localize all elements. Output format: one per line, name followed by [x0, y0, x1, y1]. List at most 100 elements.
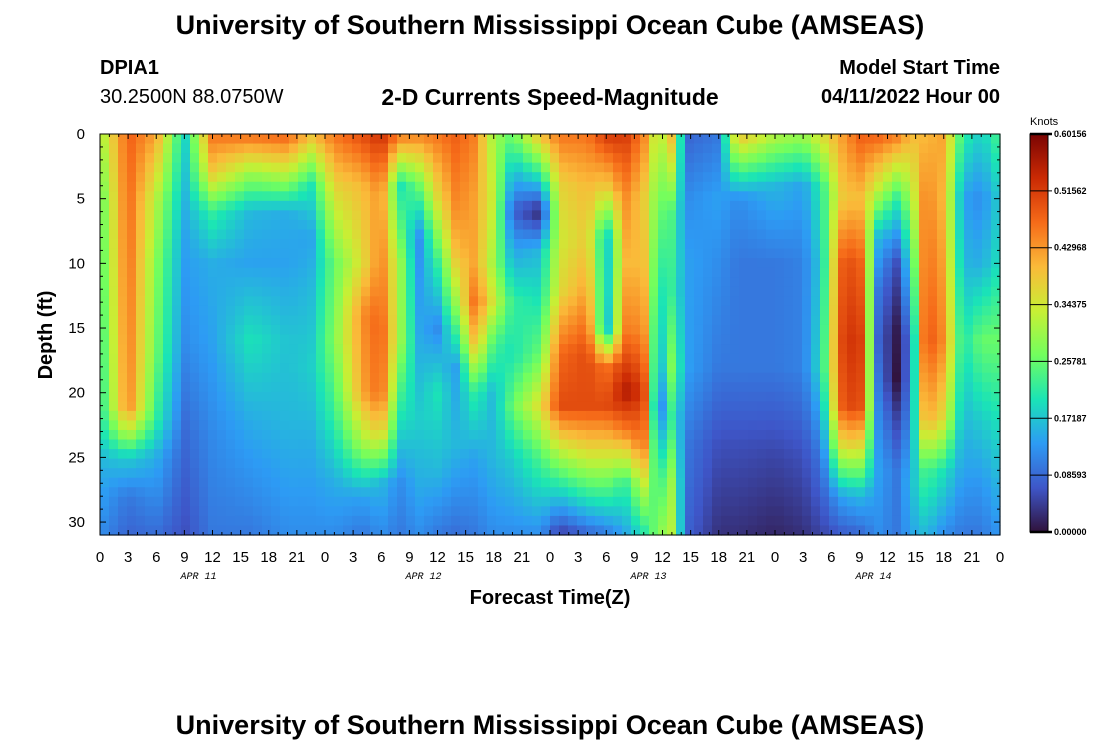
heatmap-cell	[433, 496, 443, 507]
heatmap-cell	[370, 277, 380, 288]
heatmap-cell	[352, 200, 362, 211]
heatmap-cell	[712, 401, 722, 412]
heatmap-cell	[946, 134, 956, 145]
heatmap-cell	[748, 468, 758, 479]
heatmap-cell	[577, 134, 587, 145]
heatmap-cell	[712, 258, 722, 269]
heatmap-cell	[136, 458, 146, 469]
heatmap-cell	[136, 315, 146, 326]
heatmap-cell	[604, 372, 614, 383]
heatmap-cell	[181, 429, 191, 441]
heatmap-cell	[388, 353, 398, 364]
heatmap-cell	[145, 420, 155, 431]
heatmap-cell	[127, 181, 137, 192]
heatmap-cell	[982, 324, 992, 336]
heatmap-cell	[802, 324, 812, 336]
heatmap-cell	[496, 439, 506, 450]
heatmap-cell	[901, 449, 911, 460]
heatmap-cell	[127, 277, 137, 288]
heatmap-cell	[487, 219, 497, 231]
heatmap-cell	[424, 458, 434, 469]
heatmap-cell	[532, 181, 542, 192]
heatmap-cell	[253, 134, 263, 145]
heatmap-cell	[919, 305, 929, 317]
heatmap-cell	[775, 229, 785, 240]
heatmap-cell	[361, 420, 371, 431]
heatmap-cell	[316, 153, 326, 164]
heatmap-cell	[370, 210, 380, 221]
heatmap-cell	[982, 191, 992, 202]
heatmap-cell	[964, 391, 974, 402]
heatmap-cell	[748, 496, 758, 507]
heatmap-cell	[595, 210, 605, 221]
heatmap-cell	[379, 305, 389, 317]
heatmap-cell	[433, 143, 443, 154]
heatmap-cell	[901, 468, 911, 479]
heatmap-cell	[550, 258, 560, 269]
heatmap-cell	[784, 515, 794, 527]
heatmap-cell	[856, 372, 866, 383]
heatmap-cell	[334, 181, 344, 192]
heatmap-cell	[802, 382, 812, 393]
heatmap-cell	[289, 181, 299, 192]
heatmap-cell	[235, 468, 245, 479]
heatmap-cell	[253, 305, 263, 317]
heatmap-cell	[316, 515, 326, 527]
heatmap-cell	[262, 258, 272, 269]
heatmap-cell	[172, 401, 182, 412]
heatmap-cell	[874, 181, 884, 192]
heatmap-cell	[541, 353, 551, 364]
heatmap-cell	[964, 420, 974, 431]
heatmap-cell	[370, 239, 380, 250]
heatmap-cell	[874, 200, 884, 211]
heatmap-cell	[505, 477, 515, 488]
heatmap-cell	[568, 162, 578, 173]
heatmap-cell	[901, 153, 911, 164]
heatmap-cell	[145, 219, 155, 231]
heatmap-cell	[739, 429, 749, 441]
heatmap-cell	[532, 410, 542, 422]
heatmap-cell	[262, 315, 272, 326]
heatmap-cell	[595, 496, 605, 507]
heatmap-cell	[316, 525, 326, 536]
y-tick-label: 10	[68, 255, 85, 272]
heatmap-cell	[217, 324, 227, 336]
heatmap-cell	[919, 191, 929, 202]
heatmap-cell	[460, 477, 470, 488]
heatmap-cell	[343, 305, 353, 317]
heatmap-cell	[145, 449, 155, 460]
heatmap-cell	[361, 239, 371, 250]
heatmap-cell	[811, 162, 821, 173]
heatmap-cell	[586, 334, 596, 345]
heatmap-cell	[649, 515, 659, 527]
heatmap-cell	[550, 372, 560, 383]
heatmap-cell	[910, 506, 920, 517]
heatmap-cell	[730, 420, 740, 431]
heatmap-cell	[676, 277, 686, 288]
heatmap-cell	[217, 344, 227, 355]
heatmap-cell	[145, 153, 155, 164]
heatmap-cell	[100, 372, 110, 383]
heatmap-cell	[334, 468, 344, 479]
heatmap-cell	[901, 229, 911, 240]
heatmap-cell	[649, 305, 659, 317]
heatmap-cell	[163, 153, 173, 164]
heatmap-cell	[523, 286, 533, 297]
heatmap-cell	[244, 401, 254, 412]
heatmap-cell	[901, 429, 911, 441]
y-tick-label: 30	[68, 514, 85, 531]
heatmap-cell	[289, 239, 299, 250]
heatmap-cell	[937, 172, 947, 183]
heatmap-cell	[640, 324, 650, 336]
heatmap-cell	[964, 134, 974, 145]
heatmap-cell	[622, 506, 632, 517]
heatmap-cell	[478, 525, 488, 536]
heatmap-cell	[595, 468, 605, 479]
heatmap-cell	[334, 334, 344, 345]
heatmap-cell	[523, 525, 533, 536]
heatmap-cell	[262, 515, 272, 527]
heatmap-cell	[199, 296, 209, 307]
heatmap-cell	[298, 344, 308, 355]
heatmap-cell	[856, 496, 866, 507]
heatmap-cell	[388, 315, 398, 326]
